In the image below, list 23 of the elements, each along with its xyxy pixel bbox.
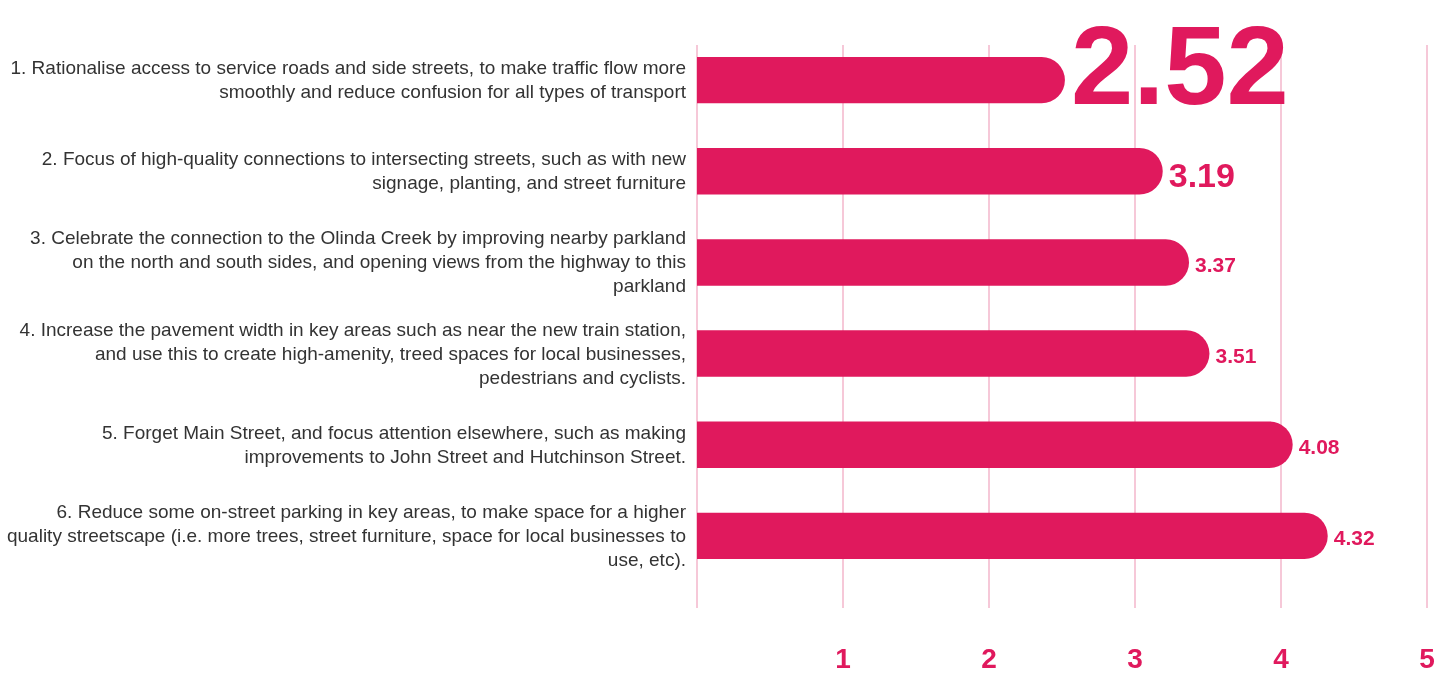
data-label: 3.51 [1215, 344, 1257, 368]
bar [697, 421, 1293, 468]
bar [697, 239, 1189, 286]
data-label: 4.32 [1333, 526, 1375, 550]
x-tick-label: 1 [835, 643, 851, 674]
y-tick-label: 5. Forget Main Street, and focus attention elsewhere, such as making improvements to John Street and Hutchinson Street. [101, 421, 686, 467]
data-label: 3.19 [1168, 155, 1235, 194]
y-tick-label: 1. Rationalise access to service roads and side streets, to make traffic flow more smoothly and reduce confusion for all types of transport [10, 57, 687, 103]
bar [697, 148, 1163, 195]
x-tick-label: 4 [1273, 643, 1290, 674]
x-tick-label: 2 [981, 643, 997, 674]
bar [697, 330, 1210, 377]
x-tick-label: 5 [1419, 643, 1435, 674]
bar [697, 512, 1328, 560]
y-tick-label: 6. Reduce some on-street parking in key areas, to make space for a higher quality streetscape (i.e. more trees, street furniture, space for local businesses to use, etc). [6, 500, 687, 570]
y-tick-label: 3. Celebrate the connection to the Olinda Creek by improving nearby parkland on the north and south sides, and opening views from the highway to this parkland [30, 227, 686, 297]
y-tick-label: 2. Focus of high-quality connections to intersecting streets, such as with new signage, planting, and street furniture [41, 148, 687, 194]
data-label: 2.52 [1070, 3, 1289, 129]
y-tick-label: 4. Increase the pavement width in key areas such as near the new train station, and use this to create high-amenity, treed spaces for local businesses, pedestrians and cyclists. [19, 318, 686, 388]
bar [697, 56, 1065, 104]
data-label: 4.08 [1298, 435, 1340, 459]
x-tick-label: 3 [1127, 643, 1143, 674]
data-label: 3.37 [1195, 252, 1236, 276]
